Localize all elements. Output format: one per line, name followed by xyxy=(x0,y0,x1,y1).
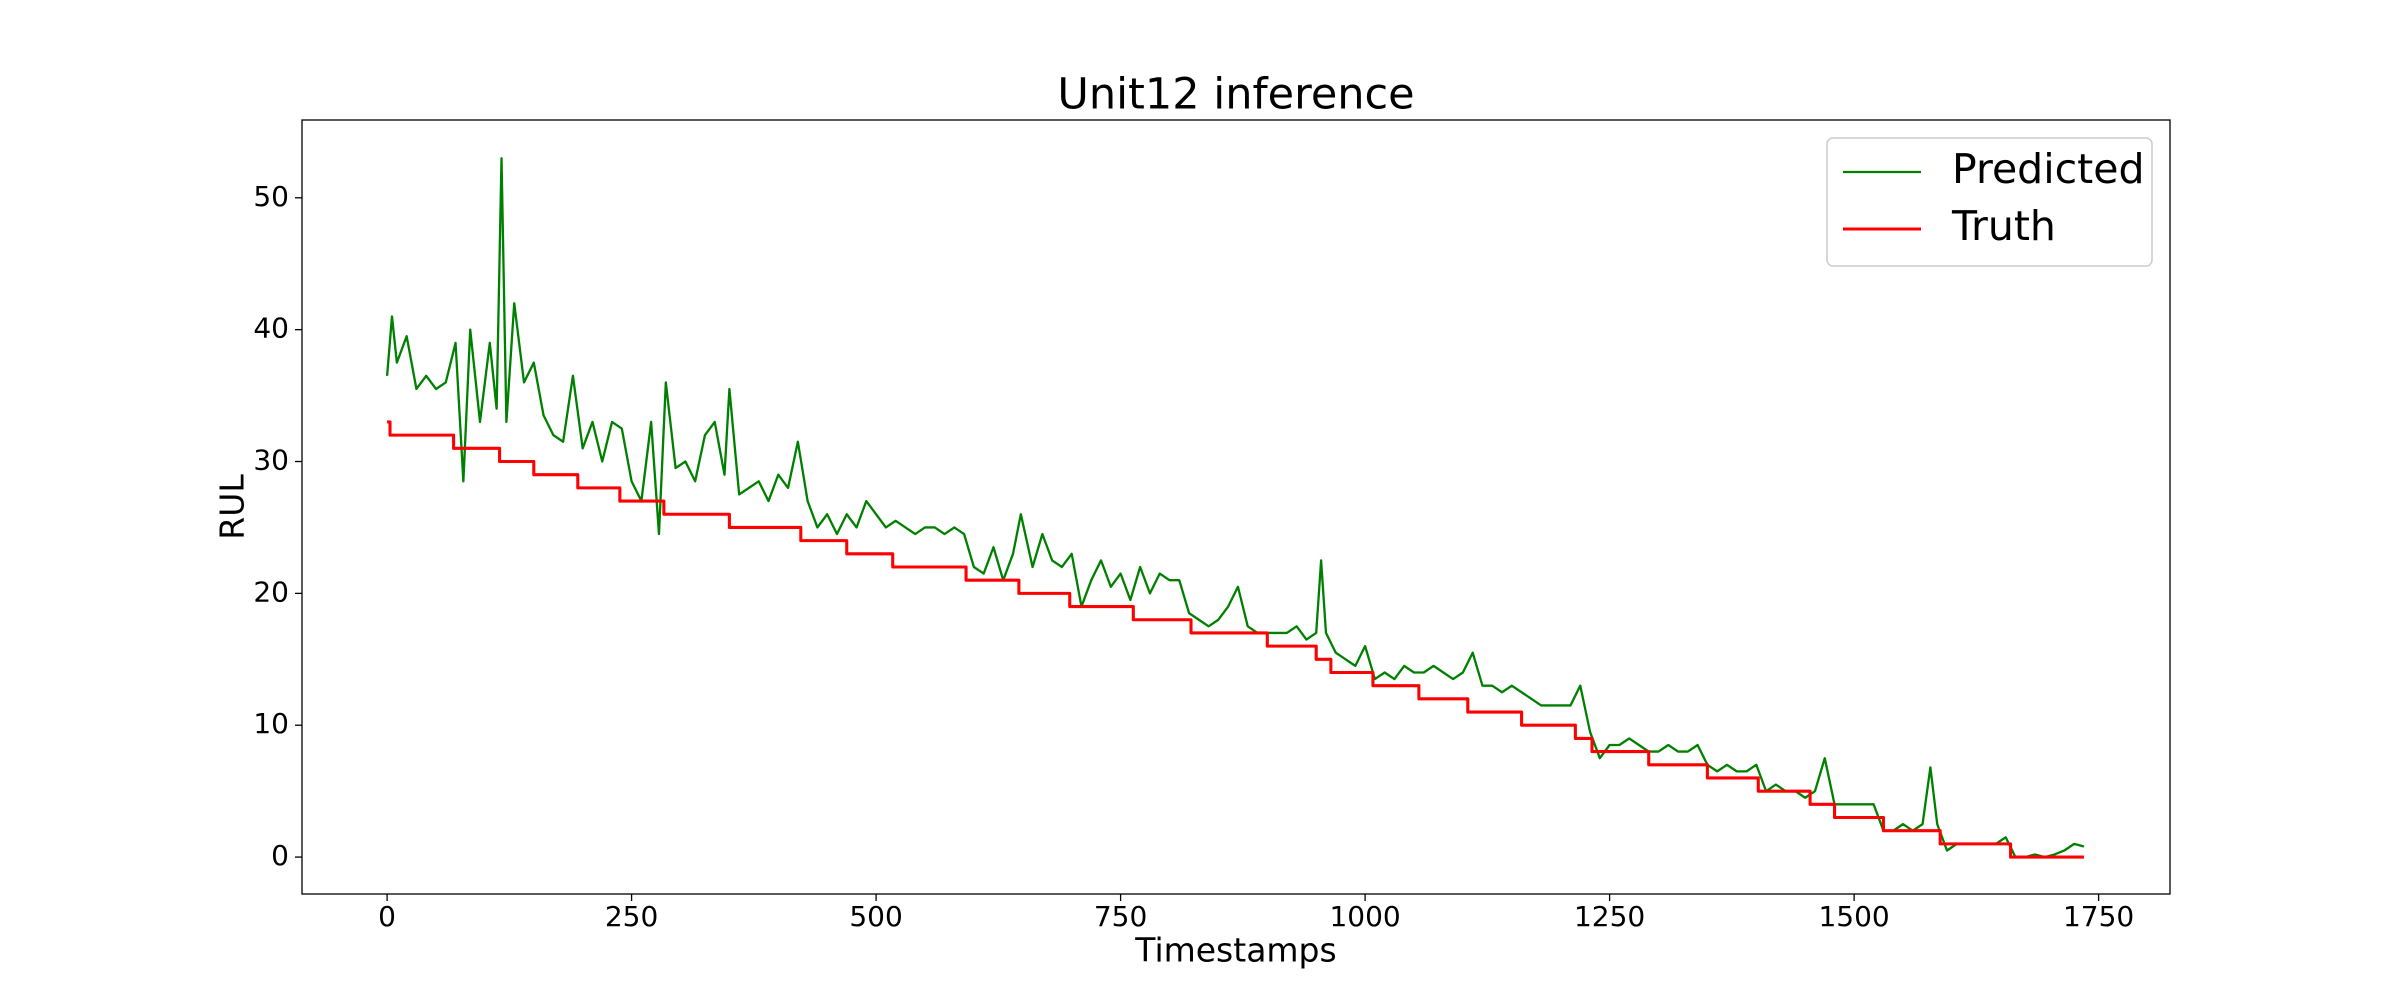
x-tick-label: 500 xyxy=(849,900,902,933)
y-tick-label: 30 xyxy=(253,444,289,477)
legend-box xyxy=(1826,137,2153,267)
y-tick-label: 40 xyxy=(253,312,289,345)
x-tick-label: 1750 xyxy=(2063,900,2134,933)
plot-frame xyxy=(301,119,2171,895)
y-tick-label: 10 xyxy=(253,707,289,740)
y-tick-label: 20 xyxy=(253,575,289,608)
legend-label: Predicted xyxy=(1952,145,2144,193)
x-tick-label: 250 xyxy=(605,900,658,933)
legend: Predicted Truth xyxy=(1826,137,2153,267)
y-tick-label: 50 xyxy=(253,180,289,213)
y-axis-label: RUL xyxy=(213,474,252,540)
chart-title: Unit12 inference xyxy=(1057,70,1414,120)
legend-label: Truth xyxy=(1951,202,2056,250)
series-line xyxy=(387,420,2084,859)
x-tick-label: 1500 xyxy=(1818,900,1889,933)
x-tick-label: 1250 xyxy=(1574,900,1645,933)
y-tick-label: 0 xyxy=(271,839,289,872)
x-axis-label: Timestamps xyxy=(1134,931,1336,970)
x-tick-label: 0 xyxy=(378,900,396,933)
x-tick-label: 1000 xyxy=(1329,900,1400,933)
x-tick-label: 750 xyxy=(1094,900,1147,933)
